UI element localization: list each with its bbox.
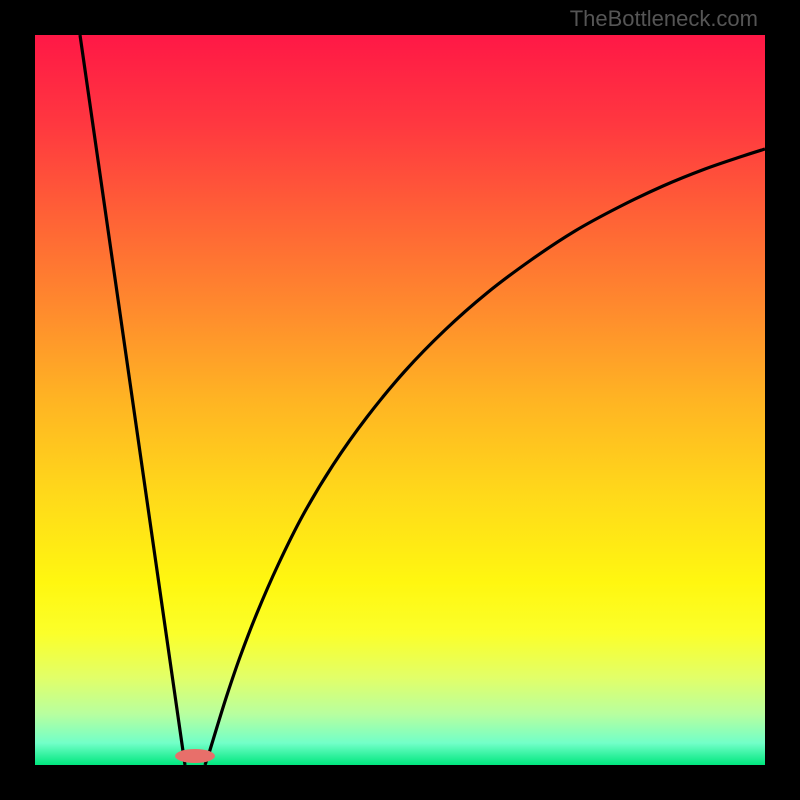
watermark-text: TheBottleneck.com: [570, 6, 758, 32]
plot-area: [35, 35, 765, 765]
plot-svg: [35, 35, 765, 765]
frame-left: [0, 0, 35, 800]
minimum-marker: [175, 749, 215, 763]
frame-right: [765, 0, 800, 800]
frame-bottom: [0, 765, 800, 800]
gradient-background: [35, 35, 765, 765]
